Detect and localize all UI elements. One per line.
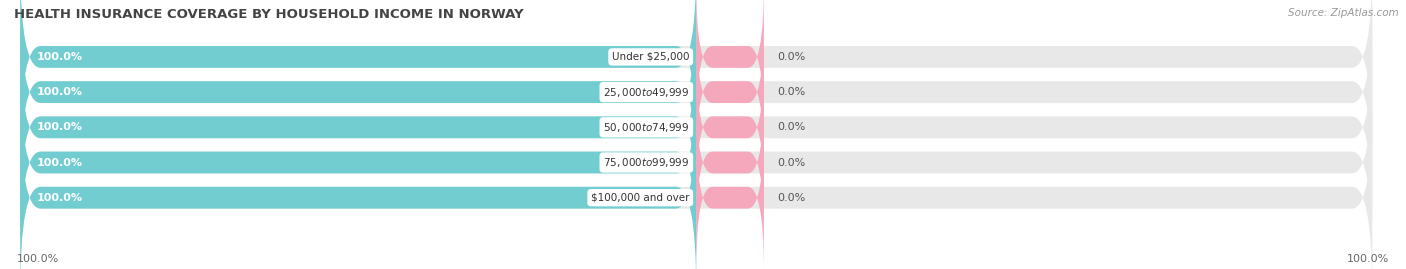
FancyBboxPatch shape [696,54,763,201]
Text: Source: ZipAtlas.com: Source: ZipAtlas.com [1288,8,1399,18]
Text: 0.0%: 0.0% [778,52,806,62]
FancyBboxPatch shape [20,0,696,152]
Text: $25,000 to $49,999: $25,000 to $49,999 [603,86,689,99]
Text: 0.0%: 0.0% [778,122,806,132]
FancyBboxPatch shape [20,33,1372,222]
Text: 100.0%: 100.0% [37,122,83,132]
Text: $100,000 and over: $100,000 and over [591,193,689,203]
FancyBboxPatch shape [20,103,1372,269]
Text: 0.0%: 0.0% [778,193,806,203]
FancyBboxPatch shape [696,124,763,269]
FancyBboxPatch shape [20,68,696,257]
FancyBboxPatch shape [20,0,696,187]
FancyBboxPatch shape [696,0,763,130]
Text: 0.0%: 0.0% [778,158,806,168]
FancyBboxPatch shape [20,0,1372,187]
Text: 100.0%: 100.0% [17,254,59,264]
Text: 100.0%: 100.0% [1347,254,1389,264]
Text: $75,000 to $99,999: $75,000 to $99,999 [603,156,689,169]
FancyBboxPatch shape [20,103,696,269]
FancyBboxPatch shape [20,0,1372,152]
FancyBboxPatch shape [20,68,1372,257]
FancyBboxPatch shape [20,33,696,222]
Text: Under $25,000: Under $25,000 [612,52,689,62]
Text: 100.0%: 100.0% [37,193,83,203]
FancyBboxPatch shape [696,19,763,166]
Text: 0.0%: 0.0% [778,87,806,97]
Text: HEALTH INSURANCE COVERAGE BY HOUSEHOLD INCOME IN NORWAY: HEALTH INSURANCE COVERAGE BY HOUSEHOLD I… [14,8,523,21]
FancyBboxPatch shape [696,89,763,236]
Text: 100.0%: 100.0% [37,158,83,168]
Text: 100.0%: 100.0% [37,52,83,62]
Text: $50,000 to $74,999: $50,000 to $74,999 [603,121,689,134]
Text: 100.0%: 100.0% [37,87,83,97]
